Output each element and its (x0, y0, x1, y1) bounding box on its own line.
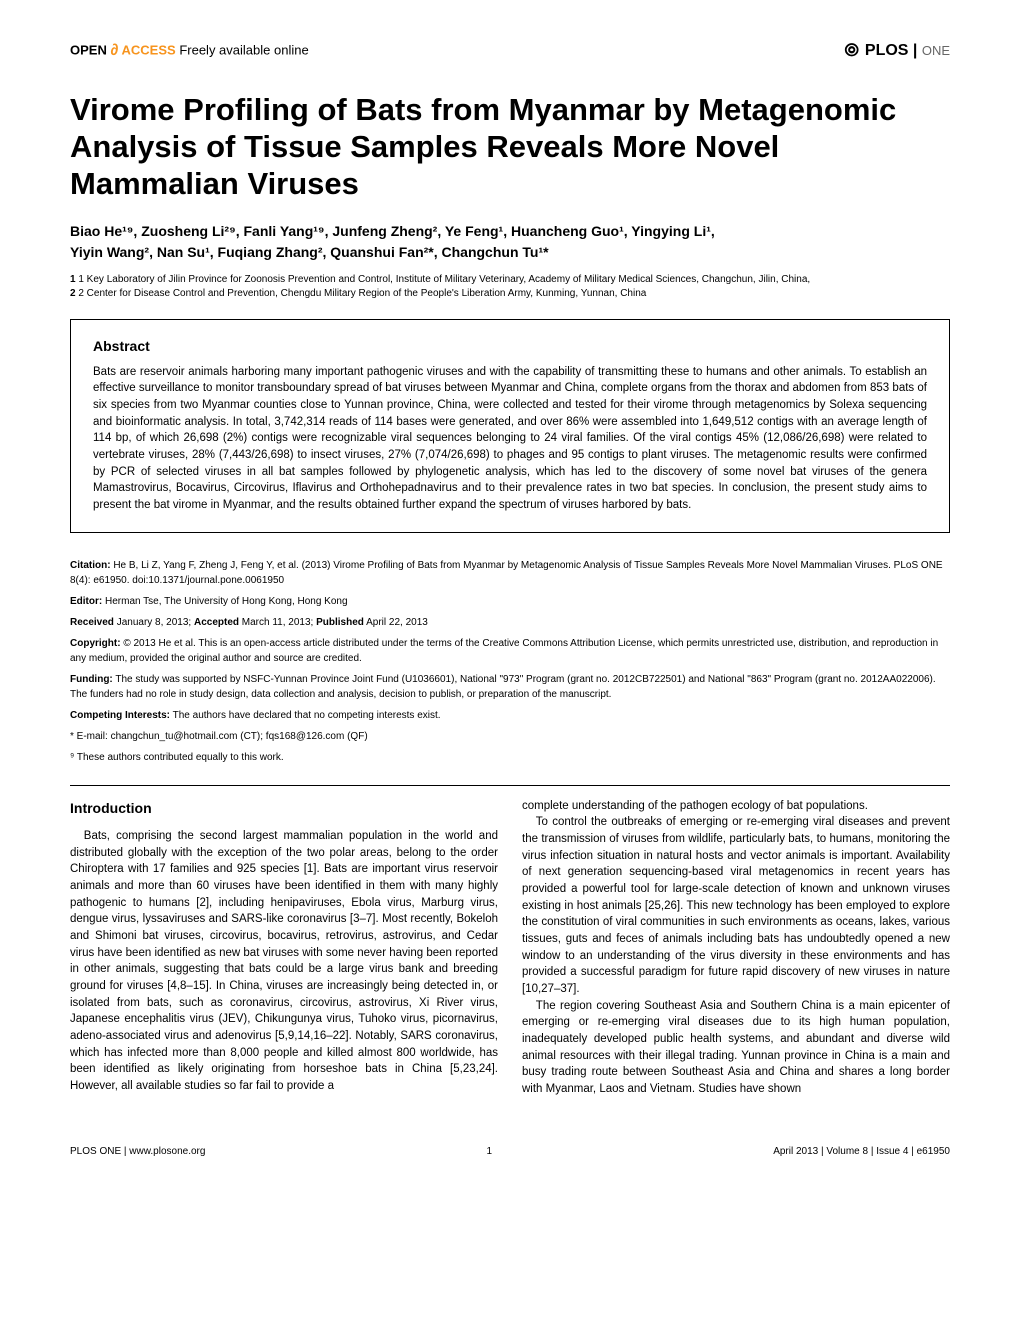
copyright-row: Copyright: © 2013 He et al. This is an o… (70, 636, 950, 666)
plos-text: PLOS | ONE (865, 42, 950, 60)
intro-paragraph-cont: complete understanding of the pathogen e… (522, 798, 950, 815)
plos-logo: ⦾ PLOS | ONE (844, 40, 950, 61)
intro-paragraph-1: Bats, comprising the second largest mamm… (70, 828, 498, 1095)
column-right: complete understanding of the pathogen e… (522, 798, 950, 1098)
editor-row: Editor: Herman Tse, The University of Ho… (70, 594, 950, 609)
footer-left: PLOS ONE | www.plosone.org (70, 1146, 205, 1157)
body-columns: Introduction Bats, comprising the second… (70, 798, 950, 1098)
citation-row: Citation: He B, Li Z, Yang F, Zheng J, F… (70, 558, 950, 588)
abstract-box: Abstract Bats are reservoir animals harb… (70, 319, 950, 533)
funding-row: Funding: The study was supported by NSFC… (70, 672, 950, 702)
affiliation-2: 2 2 Center for Disease Control and Preve… (70, 288, 646, 299)
open-access-badge: OPEN ∂ ACCESS Freely available online (70, 42, 309, 60)
intro-paragraph-2: To control the outbreaks of emerging or … (522, 814, 950, 997)
email-row: * E-mail: changchun_tu@hotmail.com (CT);… (70, 729, 950, 744)
freely-label: Freely available online (179, 42, 308, 57)
affiliation-1: 1 1 Key Laboratory of Jilin Province for… (70, 274, 810, 285)
metadata-block: Citation: He B, Li Z, Yang F, Zheng J, F… (70, 558, 950, 765)
authors-list: Biao He¹⁹, Zuosheng Li²⁹, Fanli Yang¹⁹, … (70, 221, 950, 263)
introduction-heading: Introduction (70, 798, 498, 818)
authors-line-1: Biao He¹⁹, Zuosheng Li²⁹, Fanli Yang¹⁹, … (70, 223, 715, 239)
abstract-text: Bats are reservoir animals harboring man… (93, 364, 927, 514)
plos-icon: ⦾ (844, 40, 858, 61)
competing-row: Competing Interests: The authors have de… (70, 708, 950, 723)
abstract-heading: Abstract (93, 338, 927, 354)
footer-right: April 2013 | Volume 8 | Issue 4 | e61950 (773, 1146, 950, 1157)
access-label: ACCESS (122, 42, 176, 57)
separator-line (70, 785, 950, 786)
column-left: Introduction Bats, comprising the second… (70, 798, 498, 1098)
header-row: OPEN ∂ ACCESS Freely available online ⦾ … (70, 40, 950, 61)
page-number: 1 (487, 1146, 493, 1157)
affiliations: 1 1 Key Laboratory of Jilin Province for… (70, 273, 950, 301)
lock-open-icon: ∂ (110, 42, 118, 59)
dates-row: Received January 8, 2013; Accepted March… (70, 615, 950, 630)
intro-paragraph-3: The region covering Southeast Asia and S… (522, 998, 950, 1098)
open-label: OPEN (70, 42, 107, 57)
equal-contrib-row: ⁹ These authors contributed equally to t… (70, 750, 950, 765)
page-footer: PLOS ONE | www.plosone.org 1 April 2013 … (70, 1138, 950, 1157)
article-title: Virome Profiling of Bats from Myanmar by… (70, 91, 950, 203)
authors-line-2: Yiyin Wang², Nan Su¹, Fuqiang Zhang², Qu… (70, 244, 549, 260)
